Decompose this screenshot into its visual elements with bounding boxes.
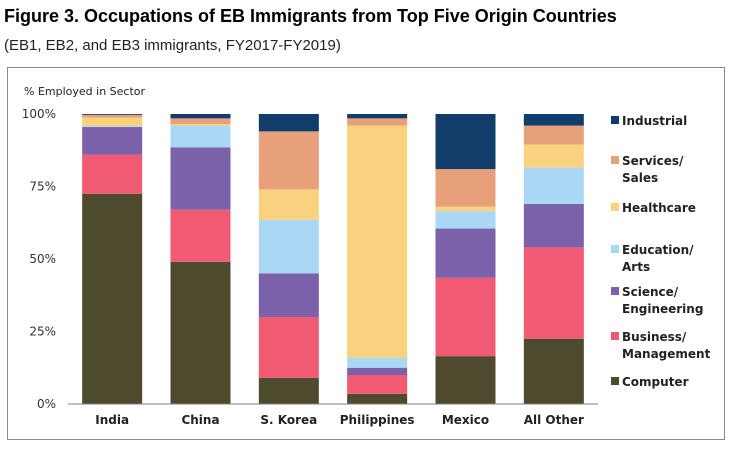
- bar-segment: [347, 393, 408, 404]
- bar-segment: [523, 338, 584, 404]
- y-tick-label: 25%: [29, 325, 56, 339]
- figure-subtitle: (EB1, EB2, and EB3 immigrants, FY2017-FY…: [4, 37, 341, 54]
- bar-segment: [82, 193, 143, 404]
- bar-segment: [170, 147, 231, 210]
- legend-label: Healthcare: [622, 201, 696, 215]
- legend-swatch: [611, 332, 619, 340]
- legend-label: Science/Engineering: [622, 285, 703, 316]
- y-axis-ticks: 0% 25% 50% 75% 100%: [22, 107, 56, 411]
- bar-segment: [435, 228, 496, 278]
- y-tick-label: 75%: [29, 180, 56, 194]
- x-tick-label: India: [95, 413, 129, 427]
- x-tick-label: Mexico: [442, 413, 489, 427]
- bar-stack-4: [435, 114, 496, 404]
- legend: Industrial Services/Sales Healthcare Educat…: [611, 114, 711, 389]
- x-tick-label: China: [181, 413, 219, 427]
- bar-stack-3: [347, 114, 408, 404]
- y-tick-label: 100%: [22, 107, 56, 121]
- legend-label: Business/Management: [622, 330, 711, 361]
- bar-segment: [82, 114, 143, 118]
- bar-segment: [347, 375, 408, 394]
- legend-swatch: [611, 287, 619, 295]
- bar-segment: [170, 261, 231, 404]
- x-axis-labels: India China S. Korea Philippines Mexico All O…: [95, 413, 584, 427]
- legend-label: Computer: [622, 375, 689, 389]
- legend-label: Industrial: [622, 114, 687, 128]
- legend-entry: Services/Sales: [611, 154, 684, 185]
- legend-label: Education/Arts: [622, 243, 694, 274]
- legend-entry: Computer: [611, 375, 689, 389]
- x-tick-label: S. Korea: [260, 413, 317, 427]
- bar-segment: [170, 209, 231, 262]
- bar-segment: [347, 357, 408, 368]
- y-axis-title: % Employed in Sector: [24, 85, 146, 98]
- bar-segment: [258, 189, 319, 220]
- bar-stack-2: [258, 114, 319, 404]
- legend-label: Services/Sales: [622, 154, 684, 185]
- bar-segment: [523, 167, 584, 204]
- legend-entry: Industrial: [611, 114, 687, 128]
- y-tick-label: 50%: [29, 252, 56, 266]
- legend-swatch: [611, 156, 619, 164]
- bar-segment: [347, 118, 408, 126]
- bar-segment: [347, 125, 408, 358]
- legend-entry: Healthcare: [611, 201, 696, 215]
- legend-entry: Science/Engineering: [611, 285, 703, 316]
- bar-segment: [523, 203, 584, 248]
- figure-title: Figure 3. Occupations of EB Immigrants f…: [4, 6, 617, 26]
- bar-segment: [82, 127, 143, 155]
- legend-swatch: [611, 245, 619, 253]
- bar-segment: [82, 154, 143, 194]
- bar-segment: [523, 144, 584, 168]
- bar-stack-5: [523, 114, 584, 404]
- bar-segment: [170, 118, 231, 125]
- bar-segment: [258, 219, 319, 274]
- x-tick-label: All Other: [524, 413, 584, 427]
- legend-entry: Business/Management: [611, 330, 711, 361]
- bars: [82, 114, 584, 404]
- bar-segment: [435, 211, 496, 229]
- legend-swatch: [611, 116, 619, 124]
- bar-segment: [347, 114, 408, 119]
- legend-swatch: [611, 377, 619, 385]
- chart-frame: [7, 67, 725, 440]
- legend-swatch: [611, 203, 619, 211]
- bar-segment: [523, 125, 584, 145]
- bar-stack-1: [170, 114, 231, 404]
- bar-segment: [435, 114, 496, 170]
- bar-segment: [258, 317, 319, 378]
- bar-stack-0: [82, 114, 143, 404]
- bar-segment: [170, 125, 231, 148]
- bar-segment: [347, 367, 408, 375]
- bar-segment: [258, 377, 319, 404]
- bar-segment: [82, 126, 143, 128]
- bar-segment: [170, 114, 231, 119]
- bar-segment: [435, 206, 496, 212]
- bar-segment: [258, 114, 319, 132]
- bar-segment: [523, 114, 584, 126]
- bar-segment: [82, 117, 143, 127]
- bar-segment: [170, 124, 231, 126]
- legend-entry: Education/Arts: [611, 243, 694, 274]
- bar-segment: [435, 277, 496, 357]
- bar-segment: [82, 114, 143, 115]
- bar-segment: [523, 247, 584, 339]
- bar-segment: [258, 131, 319, 190]
- bar-segment: [258, 273, 319, 317]
- bar-segment: [435, 169, 496, 207]
- x-tick-label: Philippines: [340, 413, 415, 427]
- y-tick-label: 0%: [37, 397, 56, 411]
- bar-segment: [435, 356, 496, 404]
